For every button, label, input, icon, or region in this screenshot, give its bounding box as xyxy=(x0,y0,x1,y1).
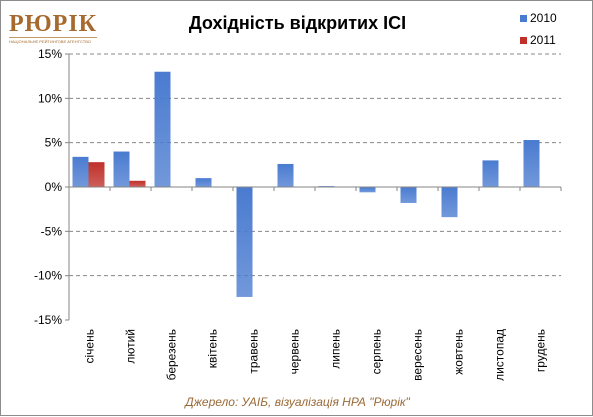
y-tick-label: 10% xyxy=(38,91,62,105)
legend-label-2011: 2011 xyxy=(530,33,556,47)
bar-2010-листопад xyxy=(482,160,499,187)
logo-underline xyxy=(9,37,97,38)
bar-2010-квітень xyxy=(195,178,212,187)
x-tick-label: лютий xyxy=(124,329,138,364)
chart-title: Дохідність відкритих ІСІ xyxy=(188,13,407,33)
y-tick-label: -5% xyxy=(41,224,63,238)
bar-2011-січень xyxy=(88,162,105,187)
bar-2010-вересень xyxy=(400,187,417,203)
x-tick-label: липень xyxy=(329,329,343,369)
x-tick-label: листопад xyxy=(493,329,507,381)
y-tick-label: -10% xyxy=(34,269,62,283)
x-tick-label: грудень xyxy=(534,329,548,372)
y-tick-label: -15% xyxy=(34,313,62,327)
legend-item-2010: 2010 xyxy=(520,7,557,29)
bar-2010-лютий xyxy=(113,151,130,187)
legend-item-2011: 2011 xyxy=(520,29,557,51)
bar-2010-травень xyxy=(236,187,253,297)
logo-text: РЮРІК xyxy=(9,11,98,37)
x-tick-label: березень xyxy=(165,329,179,380)
legend-label-2010: 2010 xyxy=(530,11,557,25)
x-tick-label: червень xyxy=(288,329,302,374)
bar-2011-лютий xyxy=(129,180,146,187)
x-tick-label: вересень xyxy=(411,329,425,381)
y-tick-label: 0% xyxy=(45,180,63,194)
bar-2010-червень xyxy=(277,163,294,187)
bar-2010-грудень xyxy=(523,140,540,187)
x-tick-label: квітень xyxy=(206,329,220,368)
x-tick-label: серпень xyxy=(370,329,384,374)
bar-2010-серпень xyxy=(359,187,376,193)
bar-2010-жовтень xyxy=(441,187,458,218)
legend-swatch-2011 xyxy=(520,36,527,44)
bar-2010-березень xyxy=(154,71,171,187)
x-tick-label: січень xyxy=(83,329,97,363)
y-tick-label: 15% xyxy=(38,47,62,61)
legend: 2010 2011 xyxy=(520,7,557,51)
x-tick-label: жовтень xyxy=(452,329,466,375)
bar-2010-січень xyxy=(72,156,89,187)
x-tick-label: травень xyxy=(247,329,261,374)
y-tick-label: 5% xyxy=(45,136,63,150)
logo-subtitle: НАЦІОНАЛЬНЕ РЕЙТИНГОВЕ АГЕНТСТВО xyxy=(9,39,91,44)
source-note: Джерело: УАІБ, візуалізація НРА "Рюрік" xyxy=(185,395,410,409)
legend-swatch-2010 xyxy=(520,14,527,22)
